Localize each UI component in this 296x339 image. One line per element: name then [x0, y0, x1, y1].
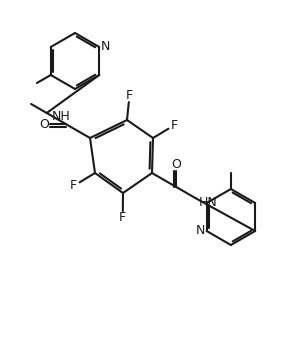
- Text: N: N: [101, 40, 110, 54]
- Text: F: F: [126, 88, 133, 102]
- Text: HN: HN: [198, 197, 217, 210]
- Text: F: F: [119, 212, 126, 224]
- Text: F: F: [171, 119, 178, 132]
- Text: F: F: [70, 179, 77, 193]
- Text: NH: NH: [52, 111, 70, 123]
- Text: O: O: [171, 158, 181, 171]
- Text: O: O: [39, 118, 49, 131]
- Text: N: N: [196, 224, 205, 238]
